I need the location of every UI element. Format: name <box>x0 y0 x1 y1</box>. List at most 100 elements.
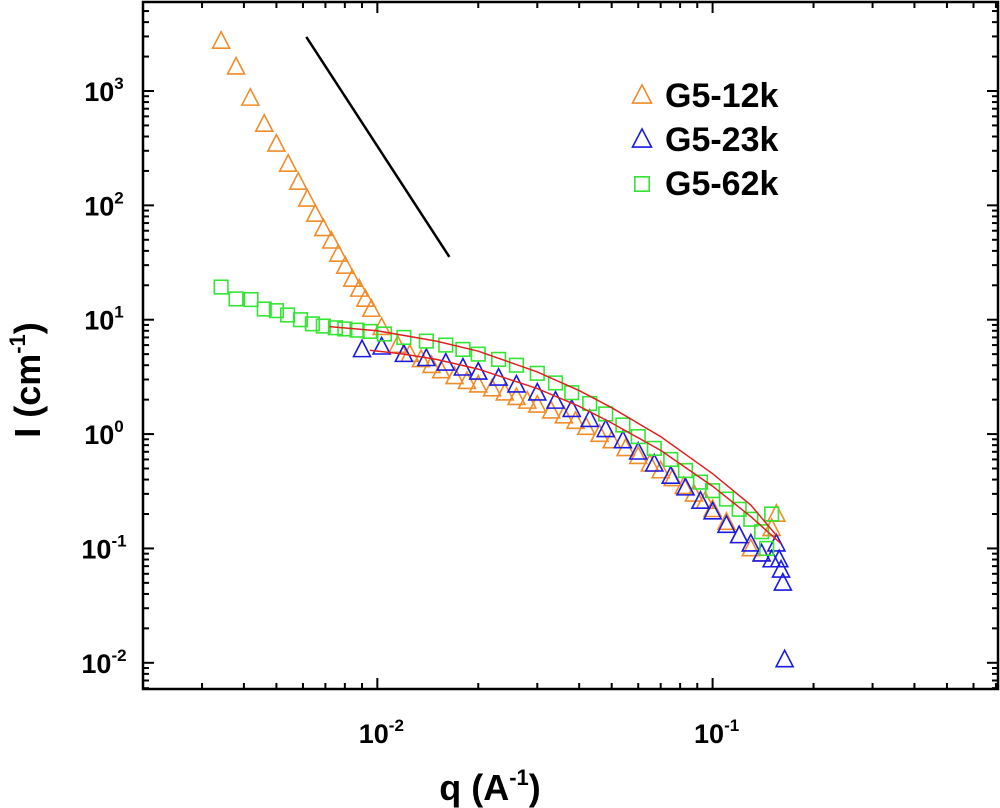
data-point-g5-12k <box>342 268 363 288</box>
data-point-g5-62k <box>663 451 679 468</box>
data-point-g5-62k <box>304 316 320 332</box>
data-point-g5-23k <box>771 558 791 578</box>
data-point-g5-12k <box>740 537 761 557</box>
data-point-g5-23k <box>371 335 392 355</box>
data-point-g5-62k <box>243 291 259 308</box>
y-tick-label: 10-1 <box>81 531 126 564</box>
data-point-g5-12k <box>226 55 246 75</box>
data-point-g5-62k <box>376 326 393 342</box>
data-point-g5-12k <box>313 217 334 237</box>
plot-frame <box>141 0 1000 691</box>
data-point-g5-62k <box>491 351 507 367</box>
tick-exponent: 2 <box>114 188 123 207</box>
legend-marker-g5-23k <box>631 127 653 148</box>
y-tick-label: 100 <box>84 417 124 450</box>
tick-exponent: 3 <box>114 74 123 93</box>
data-point-g5-62k <box>759 540 775 557</box>
tick-exponent: -1 <box>724 716 739 735</box>
plot-border <box>141 0 1000 691</box>
data-point-g5-12k <box>589 423 610 443</box>
data-point-g5-23k <box>527 381 548 401</box>
y-tick-label: 102 <box>84 188 124 221</box>
data-point-g5-12k <box>328 242 349 262</box>
data-point-g5-12k <box>335 255 356 275</box>
data-point-g5-23k <box>751 542 772 562</box>
data-point-g5-23k <box>766 532 787 552</box>
data-point-g5-12k <box>361 298 382 318</box>
data-point-g5-12k <box>468 373 489 393</box>
legend-label-g5-23k: G5-23k <box>665 121 778 159</box>
tick-base: 10 <box>694 719 724 749</box>
data-point-g5-12k <box>240 86 261 106</box>
data-point-g5-12k <box>506 386 527 406</box>
tick-base: 10 <box>81 534 111 564</box>
y-tick-label: 10-2 <box>81 646 126 679</box>
data-point-g5-23k <box>545 389 566 409</box>
x-tick-label: 10-1 <box>694 716 739 749</box>
tick-exponent: 1 <box>114 303 123 322</box>
data-point-g5-23k <box>740 532 761 552</box>
data-point-g5-23k <box>352 338 372 358</box>
data-point-g5-12k <box>254 112 275 132</box>
data-point-g5-23k <box>774 648 795 668</box>
data-point-g5-12k <box>716 511 737 531</box>
data-point-g5-62k <box>268 303 285 319</box>
data-point-g5-62k <box>292 312 309 328</box>
data-point-g5-23k <box>773 571 793 591</box>
data-point-g5-62k <box>396 329 412 346</box>
data-point-g5-23k <box>579 408 600 428</box>
data-point-g5-12k <box>288 171 309 191</box>
data-point-g5-12k <box>349 277 370 297</box>
data-point-g5-23k <box>675 476 696 496</box>
data-point-g5-12k <box>411 348 431 368</box>
data-point-g5-23k <box>769 548 790 568</box>
tick-base: 10 <box>84 420 114 450</box>
tick-exponent: -2 <box>111 646 126 665</box>
data-point-g5-62k <box>764 506 780 522</box>
data-point-g5-62k <box>508 357 525 373</box>
data-point-g5-12k <box>297 187 318 207</box>
data-point-g5-62k <box>256 301 272 317</box>
data-points <box>211 29 795 668</box>
data-point-g5-12k <box>278 153 298 173</box>
data-point-g5-62k <box>743 511 759 527</box>
legend-marker-g5-12k <box>631 83 653 104</box>
data-point-g5-62k <box>564 385 580 401</box>
x-axis-title: q (A-1) <box>439 765 541 808</box>
data-point-g5-12k <box>601 429 622 449</box>
data-point-g5-12k <box>565 410 586 430</box>
data-point-g5-62k <box>529 365 545 381</box>
axis-ticks <box>142 1 998 690</box>
data-point-g5-23k <box>729 524 749 544</box>
data-point-g5-23k <box>702 500 723 520</box>
data-point-g5-23k <box>561 398 582 418</box>
legend: G5-12k G5-23k G5-62k <box>631 77 778 203</box>
data-point-g5-12k <box>541 399 561 419</box>
data-point-g5-12k <box>305 203 326 223</box>
y-axis-title: I (cm-1) <box>5 322 48 438</box>
data-point-g5-62k <box>630 429 646 445</box>
tick-exponent: -1 <box>111 531 126 550</box>
data-point-g5-12k <box>650 459 671 479</box>
data-point-g5-23k <box>628 440 649 460</box>
data-point-g5-12k <box>554 404 574 424</box>
data-point-g5-62k <box>677 462 694 479</box>
data-point-g5-12k <box>684 482 704 502</box>
data-point-g5-62k <box>646 440 662 456</box>
series-g5-23k <box>352 335 795 668</box>
tick-exponent: 0 <box>114 417 123 436</box>
tick-base: 10 <box>84 306 114 336</box>
legend-markers <box>631 83 653 193</box>
data-point-g5-62k <box>718 491 735 507</box>
tick-exponent: -2 <box>389 716 404 735</box>
data-point-g5-62k <box>228 291 244 307</box>
y-tick-label: 101 <box>84 303 124 336</box>
tick-base: 10 <box>84 191 114 221</box>
tick-base: 10 <box>84 77 114 107</box>
data-point-g5-12k <box>421 354 442 374</box>
power-law-guide <box>305 36 451 258</box>
data-point-g5-12k <box>628 445 649 465</box>
tick-base: 10 <box>359 719 389 749</box>
data-point-g5-62k <box>731 501 747 517</box>
